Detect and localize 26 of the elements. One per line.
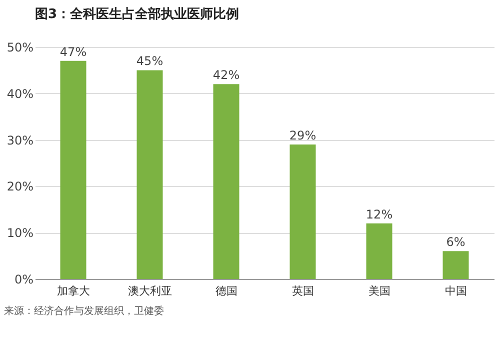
bar xyxy=(213,84,240,279)
bar xyxy=(442,251,469,279)
x-tick-label: 英国 xyxy=(292,284,314,298)
source-note: 来源：经济合作与发展组织，卫健委 xyxy=(3,304,165,318)
bar xyxy=(290,144,316,279)
x-tick-label: 中国 xyxy=(444,284,467,298)
y-tick-label: 20% xyxy=(6,180,34,194)
x-tick-label: 德国 xyxy=(215,284,238,298)
y-tick-label: 30% xyxy=(6,133,34,148)
x-tick-label: 加拿大 xyxy=(56,284,90,298)
data-label: 29% xyxy=(289,128,316,142)
y-tick-label: 10% xyxy=(6,226,34,240)
data-label: 42% xyxy=(212,68,240,82)
data-label: 6% xyxy=(446,235,466,250)
y-tick-label: 50% xyxy=(6,40,34,54)
data-label: 47% xyxy=(60,44,87,59)
bar xyxy=(60,60,86,279)
bar xyxy=(136,70,163,279)
chart-title: 图3：全科医生占全部执业医师比例 xyxy=(35,6,240,22)
data-label: 45% xyxy=(136,54,164,68)
x-tick-label: 澳大利亚 xyxy=(128,284,172,298)
x-tick-label: 美国 xyxy=(368,284,390,298)
data-label: 12% xyxy=(366,207,393,222)
y-tick-label: 40% xyxy=(6,86,34,101)
bar xyxy=(366,223,392,279)
y-tick-label: 0% xyxy=(14,272,34,286)
